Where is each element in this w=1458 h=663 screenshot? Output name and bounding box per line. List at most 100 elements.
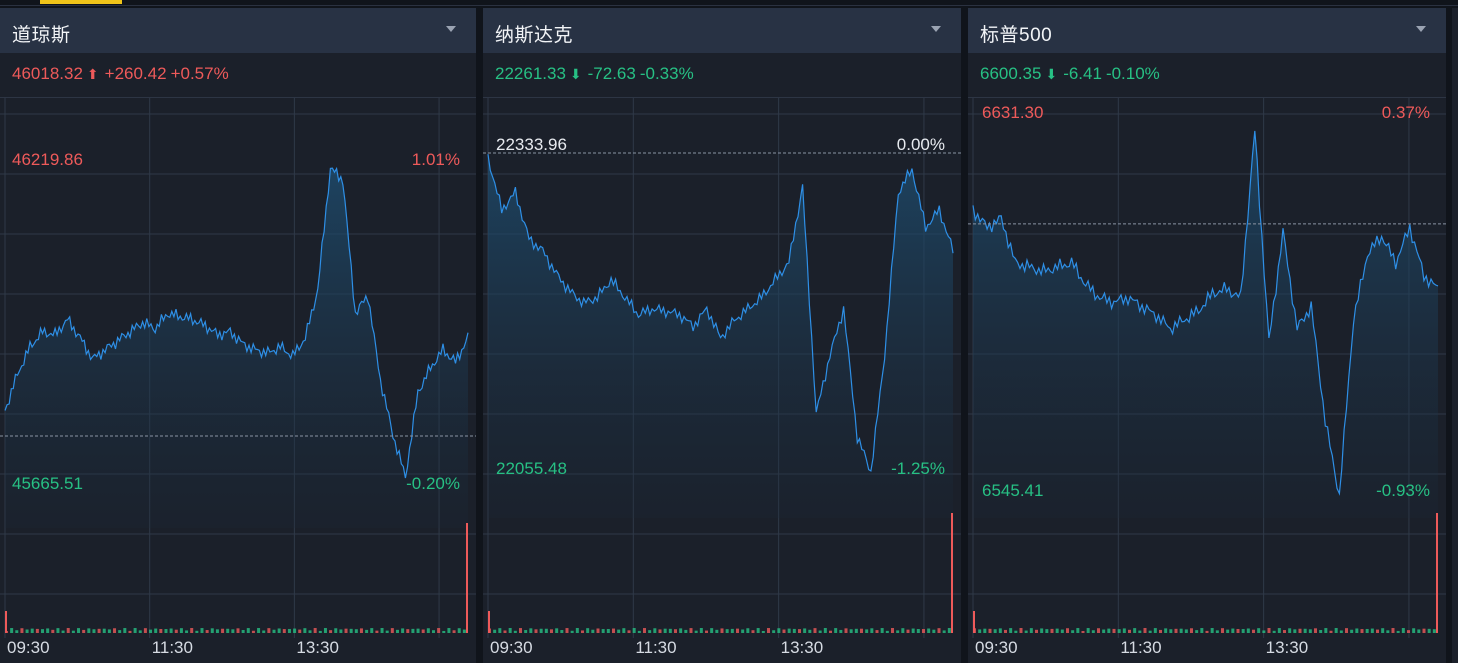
volume-bar — [1112, 628, 1116, 633]
volume-bar — [133, 628, 137, 633]
volume-bar — [421, 629, 425, 633]
volume-bar — [1314, 628, 1317, 633]
axis-max-pct: 0.37% — [1381, 103, 1430, 122]
volume-bar — [282, 629, 286, 633]
volume-bar — [798, 629, 801, 633]
volume-bar — [524, 630, 528, 633]
volume-bar — [1004, 629, 1007, 633]
panel-title: 道琼斯 — [12, 25, 71, 46]
volume-bar — [705, 630, 708, 633]
volume-bar — [1329, 630, 1333, 633]
dropdown-caret-icon[interactable] — [446, 26, 456, 32]
volume-bar — [1319, 630, 1323, 633]
last-price: 22261.33 — [495, 64, 566, 83]
volume-bar — [544, 628, 548, 633]
price-area-fill — [5, 168, 468, 528]
volume-bar — [1422, 628, 1426, 633]
volume-bar — [107, 629, 111, 633]
index-panel-sp500[interactable]: 标普500 6600.35 ⬇ -6.41 -0.10% 09:30 11:30 13:3… — [968, 8, 1446, 663]
volume-bar — [56, 628, 60, 633]
volume-bar — [308, 630, 312, 633]
volume-bar — [617, 629, 621, 633]
volume-bar — [1407, 630, 1410, 633]
volume-bar — [416, 628, 420, 633]
volume-bar — [226, 628, 230, 633]
time-tick-label: 11:30 — [1120, 638, 1161, 657]
index-panel-nasdaq[interactable]: 纳斯达克 22261.33 ⬇ -72.63 -0.33% 09:30 11:30 13:… — [483, 8, 961, 663]
axis-max-price: 46219.86 — [12, 150, 83, 169]
panel-header: 纳斯达克 — [483, 8, 961, 53]
volume-bar — [627, 630, 631, 633]
dropdown-caret-icon[interactable] — [1416, 26, 1426, 32]
volume-bars — [5, 523, 468, 633]
volume-bar — [215, 629, 219, 633]
volume-bar — [818, 630, 822, 633]
dropdown-caret-icon[interactable] — [931, 26, 941, 32]
volume-bar — [674, 629, 677, 633]
volume-bar — [885, 630, 889, 633]
volume-bar — [503, 630, 507, 633]
volume-bar — [77, 628, 81, 633]
volume-bar — [1205, 630, 1209, 633]
volume-bar — [97, 628, 101, 633]
intraday-chart[interactable]: 09:30 11:30 13:30 — [968, 98, 1446, 663]
intraday-chart[interactable]: 09:30 11:30 13:30 — [483, 98, 961, 663]
volume-bar — [185, 630, 189, 633]
down-arrow-icon: ⬇ — [569, 66, 582, 82]
volume-bar — [390, 628, 394, 633]
volume-bar — [937, 628, 941, 633]
volume-bar — [205, 630, 209, 633]
volume-bar — [82, 629, 86, 633]
volume-bar — [839, 629, 843, 633]
time-tick-label: 11:30 — [152, 638, 193, 657]
volume-bar — [643, 628, 646, 633]
volume-bar — [71, 630, 75, 633]
volume-bar — [375, 630, 379, 633]
quote-row: 46018.32 ⬆ +260.42 +0.57% — [12, 64, 233, 84]
volume-bar — [1159, 629, 1162, 633]
axis-min-pct: -1.25% — [891, 459, 945, 478]
intraday-chart[interactable]: 09:30 11:30 13:30 — [0, 98, 476, 663]
axis-max-price: 6631.30 — [982, 103, 1044, 122]
volume-bar — [46, 628, 50, 633]
header-divider — [483, 97, 961, 98]
volume-bar — [457, 628, 461, 633]
panel-header: 道琼斯 — [0, 8, 476, 53]
volume-bar — [257, 628, 261, 633]
volume-bar — [560, 630, 564, 633]
axis-min-price: 45665.51 — [12, 474, 83, 493]
volume-bar — [35, 628, 39, 633]
volume-bar — [679, 628, 683, 633]
volume-bar — [1071, 630, 1075, 633]
volume-bar — [539, 628, 543, 633]
volume-bar — [318, 630, 322, 633]
volume-bar — [1086, 628, 1090, 633]
axis-min-pct: -0.20% — [406, 474, 460, 493]
volume-bar — [1283, 630, 1286, 633]
volume-bar — [1122, 628, 1126, 633]
index-panel-dow[interactable]: 道琼斯 46018.32 ⬆ +260.42 +0.57% 09:30 11:30 13:… — [0, 8, 476, 663]
volume-bar — [823, 628, 827, 633]
down-arrow-icon: ⬇ — [1045, 66, 1058, 82]
volume-bar — [395, 629, 399, 633]
volume-bar — [66, 628, 70, 633]
volume-bar — [782, 629, 786, 633]
volume-bar — [993, 629, 997, 633]
volume-bar — [586, 628, 590, 633]
volume-bar — [5, 611, 7, 633]
volume-bar — [808, 629, 812, 633]
volume-bar — [25, 629, 29, 633]
volume-bar — [128, 630, 132, 633]
volume-bar — [293, 628, 297, 633]
volume-bar — [637, 630, 641, 633]
volume-bar — [513, 630, 517, 633]
next-panel-edge — [1452, 8, 1458, 663]
volume-bar — [277, 628, 281, 633]
volume-bar — [1019, 628, 1023, 633]
price-change: -6.41 — [1063, 64, 1102, 83]
volume-bar — [756, 628, 760, 633]
header-divider — [0, 97, 476, 98]
volume-bar — [51, 629, 55, 633]
volume-bar — [834, 628, 838, 633]
volume-bar — [1391, 628, 1395, 633]
